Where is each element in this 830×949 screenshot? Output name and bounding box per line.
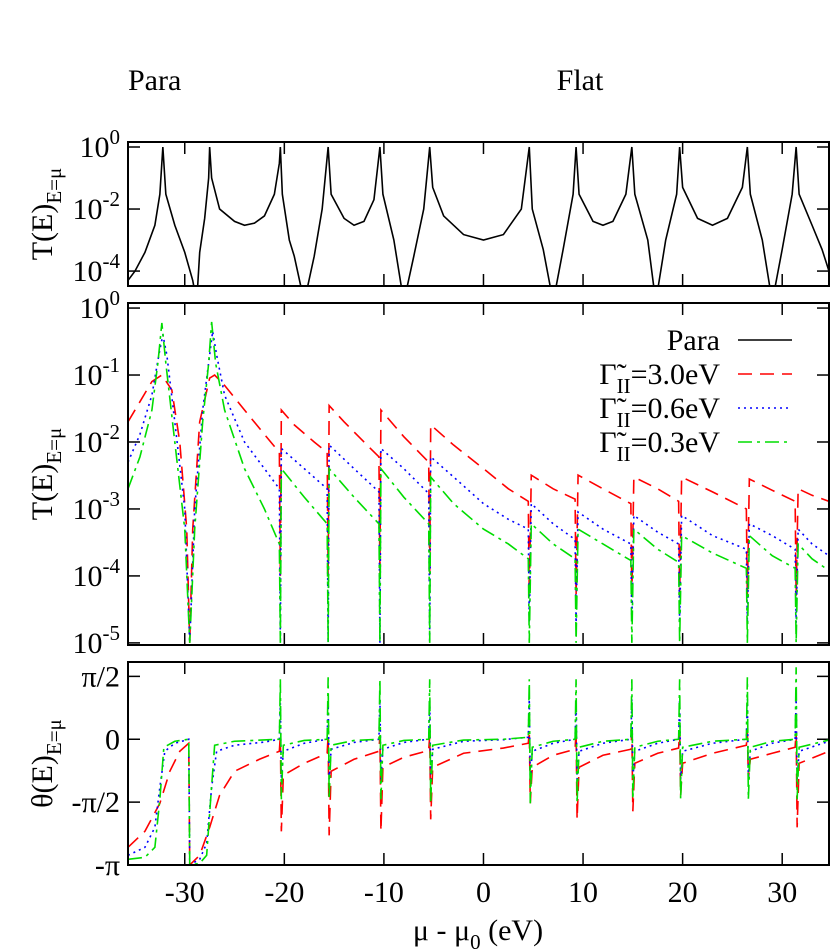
y-tick-base: 10 xyxy=(73,627,103,660)
x-tick-label: -20 xyxy=(264,876,304,909)
y-tick-base: 10 xyxy=(73,359,103,392)
y-axis-label-main: θ(E) xyxy=(26,755,59,808)
y-axis-label-main: T(E) xyxy=(26,204,59,261)
y-tick-label: 10-2 xyxy=(73,187,121,226)
y-tick-label: -π xyxy=(95,849,120,882)
y-tick-label: 100 xyxy=(80,125,121,164)
y-tick-base: 10 xyxy=(80,292,110,325)
y-tick-exponent: -2 xyxy=(103,187,121,211)
y-axis-label: T(E)E=μ xyxy=(26,428,66,521)
x-tick-label: 30 xyxy=(767,876,797,909)
data-line xyxy=(128,373,829,643)
plot-frame xyxy=(127,661,830,866)
legend-sub: II xyxy=(617,442,631,466)
plot-area xyxy=(128,667,829,865)
y-tick-text: -π xyxy=(95,849,120,882)
legend-suffix: =3.0eV xyxy=(631,358,721,391)
y-tick-label: 10-1 xyxy=(73,353,121,392)
y-tick-exponent: -4 xyxy=(103,554,121,578)
y-tick-exponent: -4 xyxy=(103,249,121,273)
x-axis-label-main: μ - μ xyxy=(413,914,470,947)
y-tick-base: 10 xyxy=(73,255,103,288)
y-tick-label: -π/2 xyxy=(72,786,120,819)
data-line xyxy=(128,731,829,865)
y-tick-text: -π/2 xyxy=(72,786,120,819)
legend-name: Para xyxy=(667,324,720,357)
y-axis-label-sub: E=μ xyxy=(42,719,66,755)
data-line xyxy=(128,321,829,643)
x-tick-label: 0 xyxy=(476,876,491,909)
y-tick-base: 10 xyxy=(73,560,103,593)
legend-sub: II xyxy=(617,374,631,398)
legend-label: Γ̃II=0.3eV xyxy=(599,426,720,466)
y-tick-label: 10-4 xyxy=(73,249,121,288)
y-tick-base: 10 xyxy=(73,493,103,526)
data-line xyxy=(128,146,829,286)
y-axis-label: T(E)E=μ xyxy=(26,168,66,261)
panel-title: Flat xyxy=(557,64,604,97)
y-tick-exponent: 0 xyxy=(110,286,121,310)
y-tick-exponent: -3 xyxy=(103,487,121,511)
y-axis-label-sub: E=μ xyxy=(42,428,66,464)
data-line xyxy=(128,667,829,865)
y-axis-label-sub: E=μ xyxy=(42,168,66,204)
y-axis-label: θ(E)E=μ xyxy=(26,719,66,808)
y-tick-label: 10-5 xyxy=(73,621,121,660)
y-tick-exponent: 0 xyxy=(110,125,121,149)
legend-suffix: =0.6eV xyxy=(631,392,721,425)
x-tick-label: 10 xyxy=(568,876,598,909)
plot-frame xyxy=(127,141,830,287)
y-tick-exponent: -5 xyxy=(103,621,121,645)
legend-sub: II xyxy=(617,408,631,432)
y-axis-label-main: T(E) xyxy=(26,464,59,521)
x-tick-label: -30 xyxy=(165,876,205,909)
panel-title: Para xyxy=(128,64,181,97)
plot-frame xyxy=(127,302,830,646)
x-axis-label-sub: 0 xyxy=(470,930,481,949)
y-tick-base: 10 xyxy=(80,131,110,164)
y-tick-label: 100 xyxy=(80,286,121,325)
y-tick-label: 10-4 xyxy=(73,554,121,593)
legend-label: Γ̃II=0.6eV xyxy=(599,392,720,432)
x-axis-label-suffix: (eV) xyxy=(481,914,543,947)
y-tick-text: 0 xyxy=(105,723,120,756)
y-tick-exponent: -1 xyxy=(103,353,121,377)
y-tick-exponent: -2 xyxy=(103,420,121,444)
data-line xyxy=(128,699,829,865)
x-tick-label: 20 xyxy=(668,876,698,909)
y-tick-label: π/2 xyxy=(82,660,120,693)
data-line xyxy=(128,331,829,643)
y-tick-text: π/2 xyxy=(82,660,120,693)
x-axis-label: μ - μ0 (eV) xyxy=(413,914,543,949)
y-tick-label: 10-3 xyxy=(73,487,121,526)
y-tick-base: 10 xyxy=(73,426,103,459)
plot-area xyxy=(128,321,829,643)
y-tick-base: 10 xyxy=(73,193,103,226)
x-tick-label: -10 xyxy=(364,876,404,909)
legend-suffix: =0.3eV xyxy=(631,426,721,459)
y-tick-label: 0 xyxy=(105,723,120,756)
plot-area xyxy=(128,146,829,286)
y-tick-label: 10-2 xyxy=(73,420,121,459)
legend-label: Para xyxy=(667,324,720,357)
legend-label: Γ̃II=3.0eV xyxy=(599,358,720,398)
